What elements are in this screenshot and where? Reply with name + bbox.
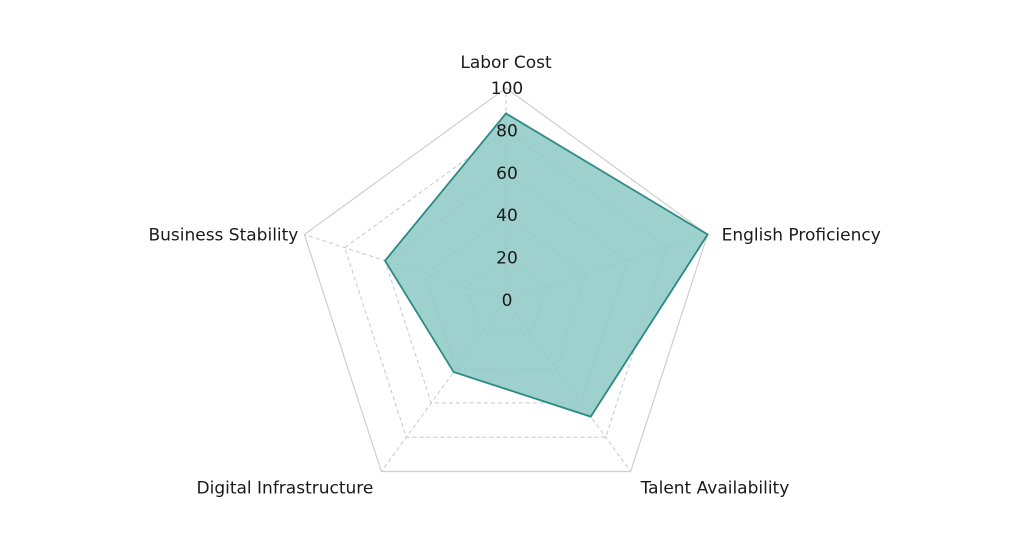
radial-tick-layer: 0 20 40 60 80 100: [491, 79, 523, 311]
radial-tick-label: 0: [502, 291, 513, 311]
radial-tick-label: 80: [496, 121, 518, 141]
axis-label-digital-infrastructure: Digital Infrastructure: [197, 479, 374, 499]
grid-ring-80: [344, 129, 668, 438]
radial-tick-label: 100: [491, 79, 523, 99]
axis-label-business-stability: Business Stability: [148, 225, 298, 245]
axis-label-layer: Labor Cost English Proficiency Talent Avai…: [148, 53, 880, 499]
axis-label-english-proficiency: English Proficiency: [722, 225, 881, 245]
grid-ring-100: [303, 87, 709, 473]
radial-tick-label: 60: [496, 164, 518, 184]
radial-tick-label: 20: [496, 249, 518, 269]
axis-label-labor-cost: Labor Cost: [460, 53, 552, 73]
series-area-0: [383, 112, 709, 418]
axis-label-talent-availability: Talent Availability: [640, 479, 790, 499]
series-layer: [383, 112, 709, 418]
radial-tick-label: 40: [496, 206, 518, 226]
